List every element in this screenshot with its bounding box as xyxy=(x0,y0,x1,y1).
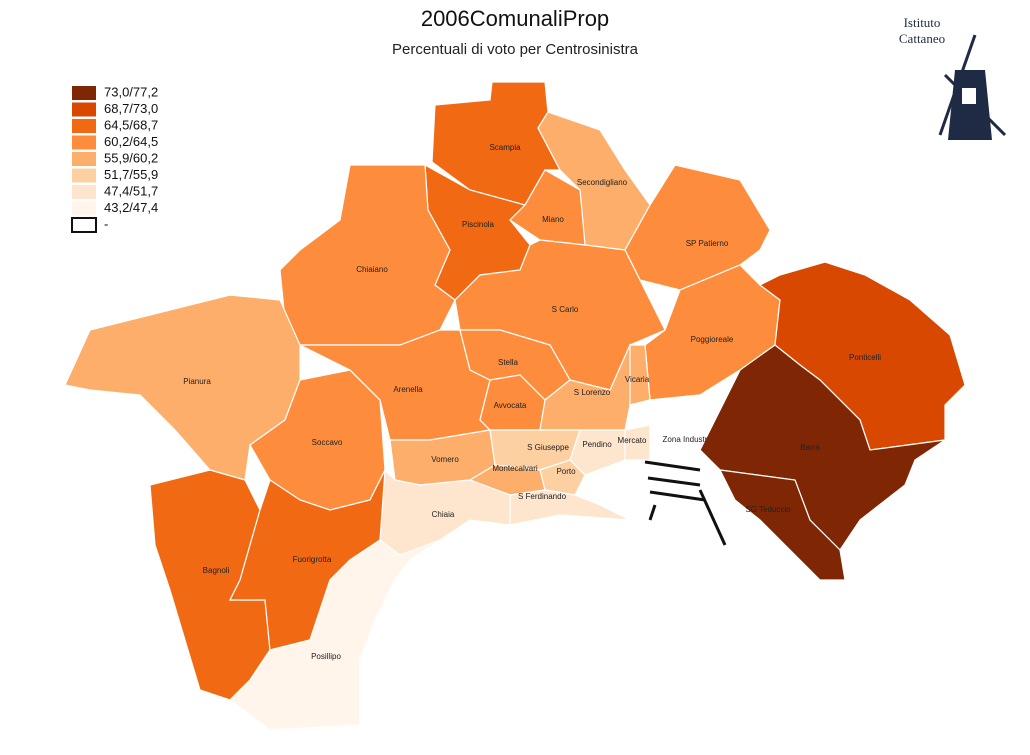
legend-label: 55,9/60,2 xyxy=(104,150,158,165)
region-label: Pendino xyxy=(582,440,612,449)
legend-label: 68,7/73,0 xyxy=(104,101,158,116)
region-label: Stella xyxy=(498,358,519,367)
region-label: S Ferdinando xyxy=(518,492,567,501)
region-label: Fuorigrotta xyxy=(293,555,332,564)
harbor xyxy=(644,460,727,546)
legend-swatch xyxy=(72,86,96,100)
region xyxy=(229,539,441,731)
legend-label: 47,4/51,7 xyxy=(104,183,158,198)
legend: 73,0/77,2 68,7/73,064,5/68,7 60,2/64,555,9… xyxy=(71,84,158,233)
region-label: Pianura xyxy=(183,377,211,386)
region-labels: Scampia Piscinola Secondigliano Miano SP Pat… xyxy=(183,143,881,661)
logo-text: Istituto xyxy=(904,15,941,30)
legend-swatch xyxy=(72,135,96,150)
region-label: Montecalvari xyxy=(492,464,538,473)
region xyxy=(539,459,586,496)
region-label: Soccavo xyxy=(312,438,343,447)
region-label: Secondigliano xyxy=(577,178,628,187)
legend-swatch xyxy=(72,168,96,183)
region-label: Miano xyxy=(542,215,564,224)
logo-sail xyxy=(943,73,1007,137)
region-label: Arenella xyxy=(393,385,423,394)
region-label: Chiaia xyxy=(432,510,455,519)
region-label: Avvocata xyxy=(494,401,527,410)
legend-label: 60,2/64,5 xyxy=(104,134,158,149)
region-label: SP Patierno xyxy=(686,239,729,248)
logo-window xyxy=(962,88,976,104)
region-label: Mercato xyxy=(618,436,647,445)
region-label: Chiaiano xyxy=(356,265,388,274)
logo-sail xyxy=(938,34,977,136)
legend-label: 51,7/55,9 xyxy=(104,167,158,182)
region-label: Porto xyxy=(556,467,576,476)
region xyxy=(718,469,846,581)
region-label: Barra xyxy=(800,443,820,452)
region-label: Vicaria xyxy=(625,375,650,384)
region-label: SG Teduccio xyxy=(745,505,791,514)
region-label: Bagnoli xyxy=(203,566,230,575)
legend-swatch xyxy=(72,102,96,117)
legend-swatch xyxy=(72,185,96,199)
legend-label: 73,0/77,2 xyxy=(104,84,158,99)
legend-swatch xyxy=(72,201,96,216)
title: 2006ComunaliProp xyxy=(421,6,609,31)
region-label: S Giuseppe xyxy=(527,443,569,452)
region xyxy=(569,429,626,476)
legend-label: 43,2/47,4 xyxy=(104,200,158,215)
legend-swatch xyxy=(71,217,97,233)
region xyxy=(509,489,631,526)
region-label: Ponticelli xyxy=(849,353,881,362)
region-label: Poggioreale xyxy=(691,335,734,344)
legend-label: - xyxy=(104,216,108,231)
legend-swatch xyxy=(72,152,96,166)
legend-label: 64,5/68,7 xyxy=(104,117,158,132)
region-label: Vomero xyxy=(431,455,459,464)
region-label: Piscinola xyxy=(462,220,495,229)
region-label: S Lorenzo xyxy=(574,388,611,397)
logo: Istituto Cattaneo xyxy=(899,15,1007,140)
region-label: Scampia xyxy=(489,143,521,152)
logo-mill xyxy=(948,70,992,140)
region-label: S Carlo xyxy=(552,305,579,314)
subtitle: Percentuali di voto per Centrosinistra xyxy=(392,41,639,58)
logo-text: Cattaneo xyxy=(899,31,945,46)
legend-swatch xyxy=(72,119,96,133)
region xyxy=(624,164,771,291)
region-label: Zona Industr xyxy=(663,435,708,444)
regions xyxy=(64,81,966,731)
region-label: Posillipo xyxy=(311,652,341,661)
